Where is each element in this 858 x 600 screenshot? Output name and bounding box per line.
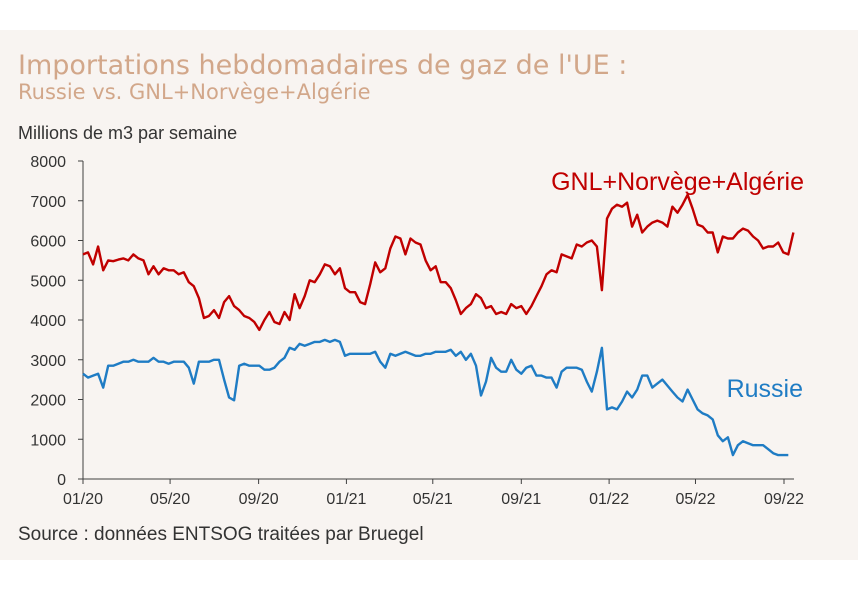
x-tick-label: 09/20: [239, 491, 279, 508]
x-tick-label: 01/21: [326, 491, 366, 508]
y-axis: 0 1000 2000 3000 4000 5000 6000 7000 8000: [30, 154, 84, 489]
y-tick-label: 4000: [30, 313, 66, 330]
y-tick-label: 5000: [30, 273, 66, 290]
y-tick-label: 7000: [30, 194, 66, 211]
y-tick-label: 3000: [30, 353, 66, 370]
x-tick-label: 01/20: [63, 491, 103, 508]
y-tick-label: 8000: [30, 154, 66, 171]
y-tick-label: 2000: [30, 393, 66, 410]
source-note: Source : données ENTSOG traitées par Bru…: [18, 524, 424, 545]
y-tick-label: 1000: [30, 432, 66, 449]
series-label-gnl: GNL+Norvège+Algérie: [551, 168, 804, 196]
x-tick-label: 09/21: [501, 491, 541, 508]
x-tick-label: 05/22: [675, 491, 715, 508]
x-tick-label: 09/22: [764, 491, 804, 508]
x-tick-label: 01/22: [589, 491, 629, 508]
y-tick-label: 6000: [30, 234, 66, 251]
y-axis-label: Millions de m3 par semaine: [18, 123, 238, 143]
series-line-gnl: [82, 193, 795, 332]
chart-subtitle: Russie vs. GNL+Norvège+Algérie: [18, 80, 371, 104]
y-tick-label: 0: [57, 472, 66, 489]
series-line-russia: [82, 338, 789, 457]
series-lines: [82, 193, 795, 457]
chart-title: Importations hebdomadaires de gaz de l'U…: [18, 50, 628, 81]
chart-panel: [0, 30, 858, 560]
x-tick-label: 05/21: [413, 491, 453, 508]
x-axis: 01/20 05/20 09/20 01/21 05/21 09/21 01/22 05/22…: [63, 478, 804, 508]
x-tick-label: 05/20: [150, 491, 190, 508]
series-label-russia: Russie: [727, 375, 803, 403]
